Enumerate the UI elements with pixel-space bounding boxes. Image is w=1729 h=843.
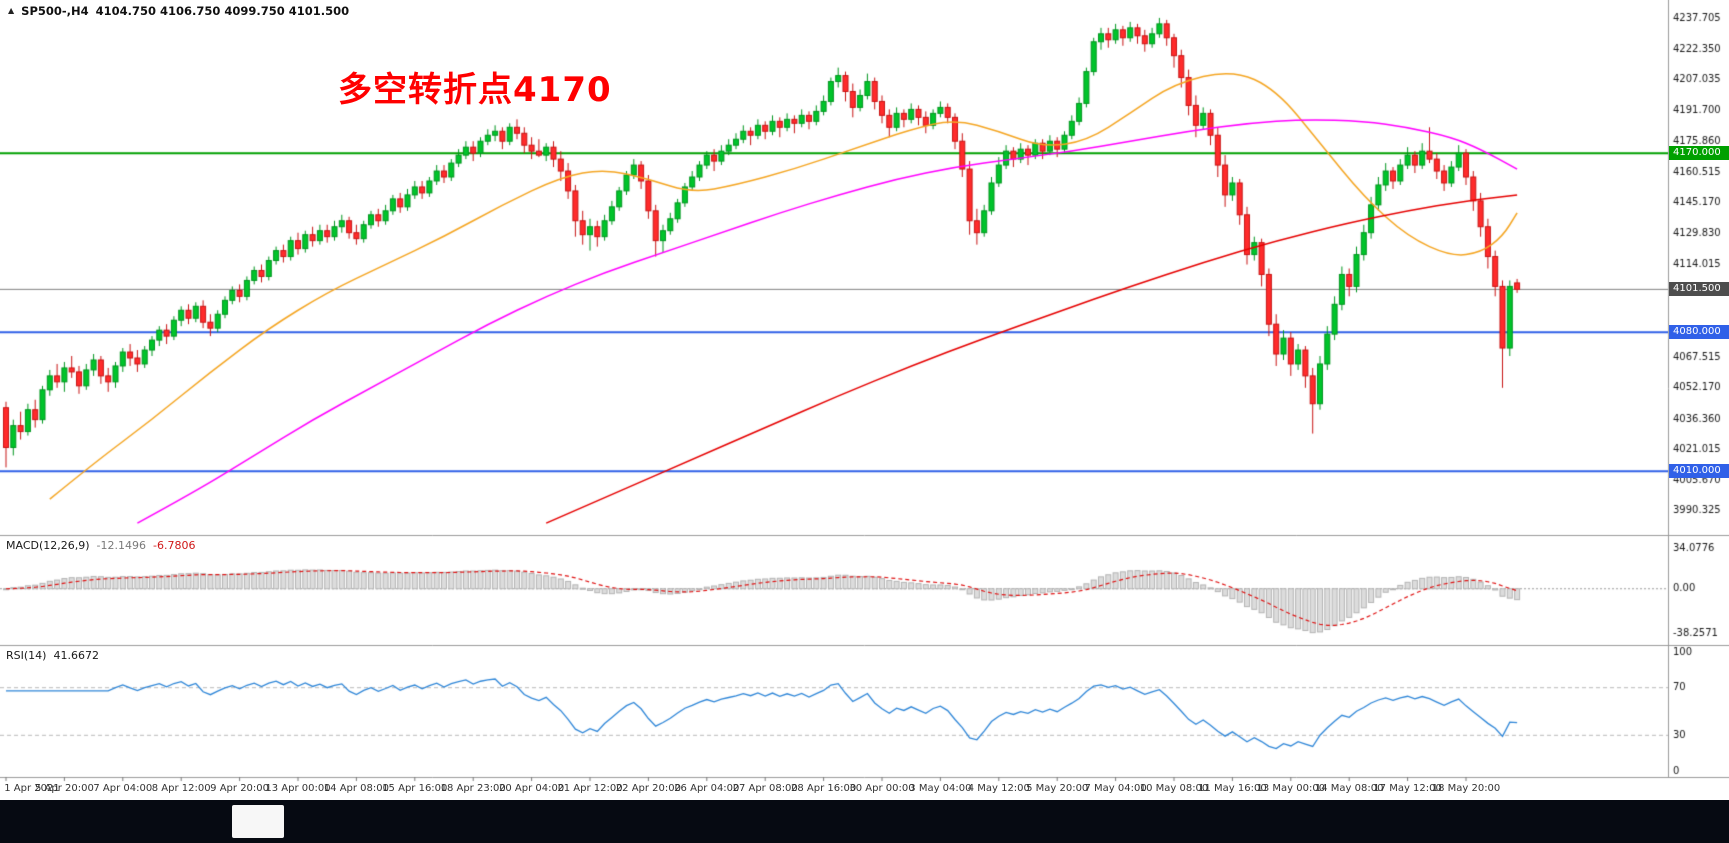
time-axis-label: 3 May 04:00	[909, 783, 972, 794]
price-badge-current-4101: 4101.500	[1669, 282, 1729, 297]
time-axis-label: 4 May 12:00	[967, 783, 1030, 794]
time-axis-label: 28 Apr 16:00	[790, 783, 857, 794]
time-axis-label: 30 Apr 00:00	[849, 783, 915, 794]
chart-annotation-text: 多空转折点4170	[338, 70, 612, 110]
time-axis-label: 20 Apr 04:00	[498, 783, 565, 794]
time-axis-label: 13 Apr 00:00	[265, 783, 331, 794]
time-axis-label: 18 Apr 23:00	[440, 783, 506, 794]
time-axis-label: 1 Apr 2021	[4, 783, 60, 794]
price-badge-resistance-4170: 4170.000	[1669, 146, 1729, 161]
symbol-name: SP500-,H4	[21, 4, 89, 18]
time-axis-label: 9 Apr 20:00	[210, 783, 270, 794]
time-axis-label: 11 May 16:00	[1198, 783, 1267, 794]
macd-signal-value: -6.7806	[153, 539, 196, 552]
time-axis-label: 26 Apr 04:00	[674, 783, 740, 794]
time-axis-label: 5 May 20:00	[1026, 783, 1089, 794]
taskbar[interactable]	[0, 800, 1729, 843]
time-axis-label: 14 Apr 08:00	[323, 783, 389, 794]
taskbar-item[interactable]	[232, 805, 284, 838]
time-axis-label: 27 Apr 08:00	[732, 783, 798, 794]
time-axis-label: 5 Apr 20:00	[34, 783, 94, 794]
time-axis[interactable]: 1 Apr 2021 5 Apr 20:00 7 Apr 04:00 8 Apr 12…	[0, 777, 1668, 800]
symbol-header: ▲ SP500-,H4 4104.750 4106.750 4099.750 4…	[8, 4, 349, 18]
price-badge-support-4010: 4010.000	[1669, 464, 1729, 479]
time-axis-label: 8 Apr 12:00	[151, 783, 211, 794]
time-axis-label: 18 May 20:00	[1431, 783, 1501, 794]
time-axis-label: 13 May 00:00	[1256, 783, 1326, 794]
rsi-indicator-label: RSI(14) 41.6672	[6, 649, 99, 662]
time-axis-label: 17 May 12:00	[1373, 783, 1442, 794]
time-axis-label: 21 Apr 12:00	[557, 783, 623, 794]
time-axis-label: 10 May 08:00	[1139, 783, 1209, 794]
time-axis-label: 15 Apr 16:00	[382, 783, 448, 794]
ohlc-values: 4104.750 4106.750 4099.750 4101.500	[95, 4, 350, 18]
rsi-value: 41.6672	[53, 649, 99, 662]
time-axis-label: 7 Apr 04:00	[93, 783, 153, 794]
macd-name: MACD(12,26,9)	[6, 539, 90, 552]
macd-value: -12.1496	[96, 539, 147, 552]
macd-indicator-label: MACD(12,26,9) -12.1496 -6.7806	[6, 539, 195, 552]
time-axis-label: 22 Apr 20:00	[615, 783, 681, 794]
symbol-icon: ▲	[8, 6, 15, 15]
time-axis-label: 7 May 04:00	[1084, 783, 1147, 794]
price-badge-support-4080: 4080.000	[1669, 325, 1729, 340]
price-chart-canvas[interactable]	[0, 0, 1729, 800]
rsi-name: RSI(14)	[6, 649, 47, 662]
time-axis-label: 14 May 08:00	[1314, 783, 1384, 794]
